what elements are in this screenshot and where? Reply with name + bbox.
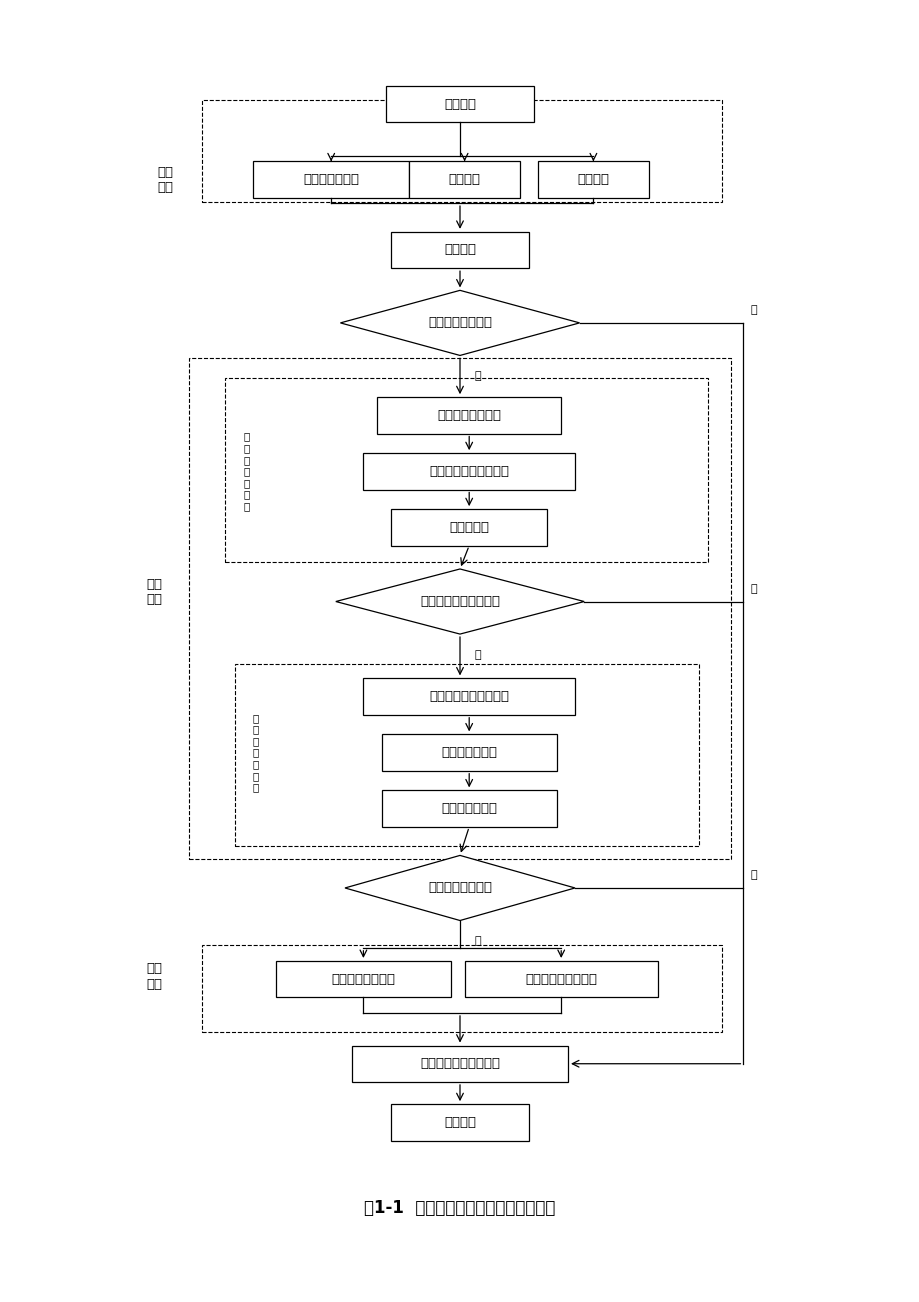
FancyBboxPatch shape (363, 678, 574, 715)
Polygon shape (340, 290, 579, 355)
FancyBboxPatch shape (276, 961, 450, 997)
FancyBboxPatch shape (253, 161, 409, 198)
Text: 初步
调查: 初步 调查 (157, 165, 174, 194)
Text: 编制场地环境调查报告: 编制场地环境调查报告 (420, 1057, 499, 1070)
Text: 现场走访与会谈: 现场走访与会谈 (303, 173, 358, 186)
Text: 场地特征参数调查: 场地特征参数调查 (331, 973, 395, 986)
Polygon shape (335, 569, 584, 634)
Text: 记录调查: 记录调查 (577, 173, 608, 186)
Text: 现场加密采样与监测: 现场加密采样与监测 (525, 973, 596, 986)
Text: 图1-1  场地环境调查的工作内容与程序: 图1-1 场地环境调查的工作内容与程序 (364, 1199, 555, 1217)
Text: 是否需要风险评估: 是否需要风险评估 (427, 881, 492, 894)
FancyBboxPatch shape (386, 86, 533, 122)
Text: 项目启动: 项目启动 (444, 98, 475, 111)
FancyBboxPatch shape (381, 790, 556, 827)
Text: 详细
调查: 详细 调查 (146, 578, 163, 607)
Text: 现场勘察: 现场勘察 (448, 173, 480, 186)
Text: 是: 是 (474, 371, 481, 381)
FancyBboxPatch shape (352, 1046, 568, 1082)
FancyBboxPatch shape (391, 1104, 528, 1141)
Text: 评估与分析: 评估与分析 (448, 521, 489, 534)
Text: 其他场地环境信息补充: 其他场地环境信息补充 (429, 465, 508, 478)
Text: 项目结束: 项目结束 (444, 1116, 475, 1129)
FancyBboxPatch shape (391, 509, 547, 546)
Text: 制定初步采样监测计划: 制定初步采样监测计划 (429, 690, 508, 703)
Polygon shape (345, 855, 574, 921)
Text: 否: 否 (750, 870, 756, 880)
FancyBboxPatch shape (464, 961, 657, 997)
Text: 结果分析: 结果分析 (444, 243, 475, 256)
Text: 是: 是 (474, 936, 481, 947)
FancyBboxPatch shape (377, 397, 561, 434)
FancyBboxPatch shape (381, 734, 556, 771)
Text: 风险
评估: 风险 评估 (146, 962, 163, 991)
FancyBboxPatch shape (391, 232, 528, 268)
Text: 数据评估与分析: 数据评估与分析 (441, 802, 496, 815)
Text: 是: 是 (474, 650, 481, 660)
FancyBboxPatch shape (538, 161, 648, 198)
Text: 初步调查信息核查: 初步调查信息核查 (437, 409, 501, 422)
Text: 否: 否 (750, 305, 756, 315)
FancyBboxPatch shape (363, 453, 574, 490)
FancyBboxPatch shape (409, 161, 519, 198)
Text: 是否需要详细调查: 是否需要详细调查 (427, 316, 492, 329)
Text: 初
步
采
样
与
监
测: 初 步 采 样 与 监 测 (253, 712, 258, 793)
Text: 记
录
核
查
与
补
充: 记 录 核 查 与 补 充 (244, 431, 249, 512)
Text: 否: 否 (750, 583, 756, 594)
Text: 现场采样与监测: 现场采样与监测 (441, 746, 496, 759)
Text: 是否需要进行现场采样: 是否需要进行现场采样 (420, 595, 499, 608)
